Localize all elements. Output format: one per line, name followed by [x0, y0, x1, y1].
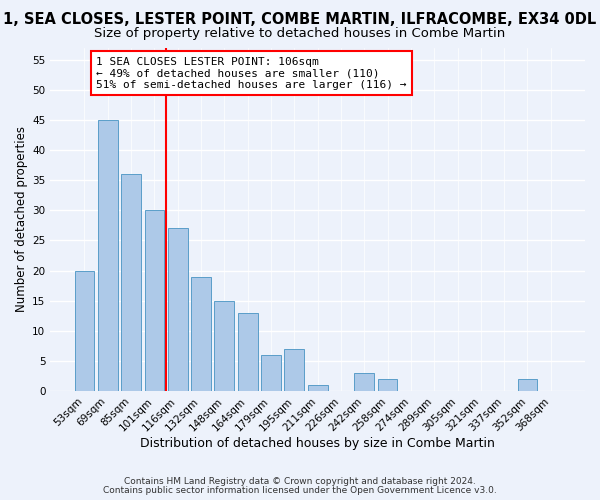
Y-axis label: Number of detached properties: Number of detached properties	[15, 126, 28, 312]
Bar	[145, 210, 164, 391]
Bar	[308, 385, 328, 391]
Bar	[74, 270, 94, 391]
Bar	[168, 228, 188, 391]
Bar	[238, 312, 257, 391]
Bar	[98, 120, 118, 391]
Bar	[261, 355, 281, 391]
X-axis label: Distribution of detached houses by size in Combe Martin: Distribution of detached houses by size …	[140, 437, 495, 450]
Text: Contains public sector information licensed under the Open Government Licence v3: Contains public sector information licen…	[103, 486, 497, 495]
Bar	[518, 379, 538, 391]
Text: Size of property relative to detached houses in Combe Martin: Size of property relative to detached ho…	[94, 28, 506, 40]
Bar	[377, 379, 397, 391]
Text: Contains HM Land Registry data © Crown copyright and database right 2024.: Contains HM Land Registry data © Crown c…	[124, 477, 476, 486]
Bar	[355, 373, 374, 391]
Text: 1, SEA CLOSES, LESTER POINT, COMBE MARTIN, ILFRACOMBE, EX34 0DL: 1, SEA CLOSES, LESTER POINT, COMBE MARTI…	[4, 12, 596, 28]
Bar	[191, 276, 211, 391]
Bar	[284, 349, 304, 391]
Bar	[121, 174, 141, 391]
Bar	[214, 300, 234, 391]
Text: 1 SEA CLOSES LESTER POINT: 106sqm
← 49% of detached houses are smaller (110)
51%: 1 SEA CLOSES LESTER POINT: 106sqm ← 49% …	[96, 56, 407, 90]
